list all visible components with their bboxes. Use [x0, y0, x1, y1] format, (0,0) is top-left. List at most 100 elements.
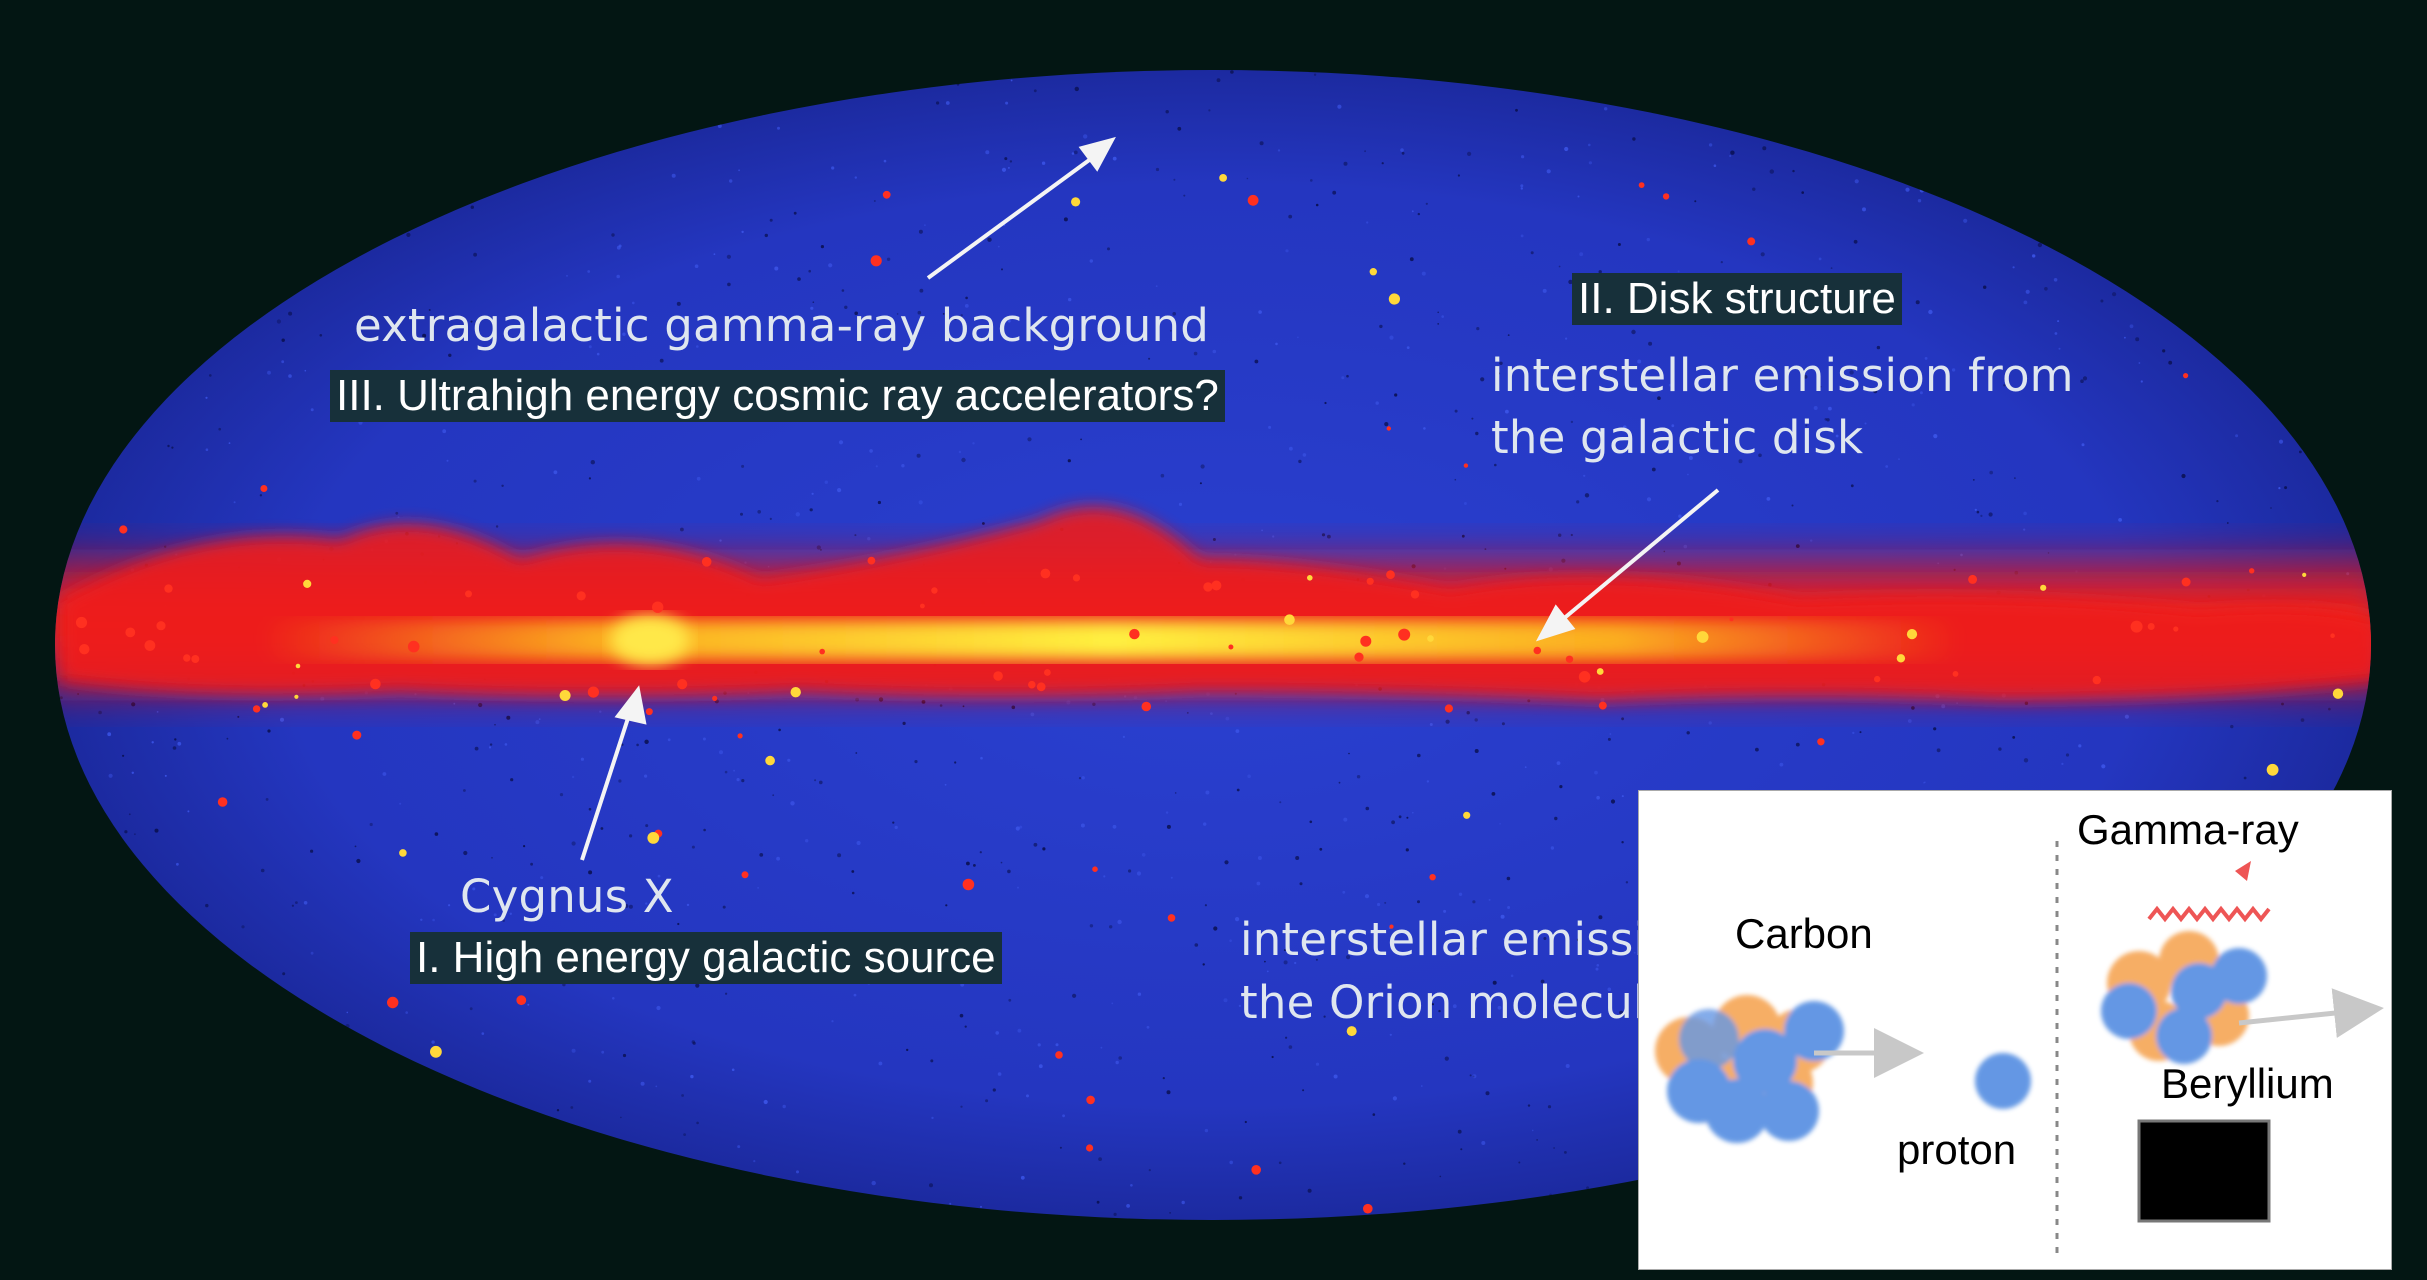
sky-noise-dot: [757, 510, 761, 514]
sky-noise-dot: [1117, 919, 1122, 925]
point-source: [1952, 671, 1959, 677]
sky-noise-dot: [177, 741, 182, 746]
sky-noise-dot: [1285, 1036, 1288, 1039]
sky-noise-dot: [316, 214, 321, 219]
sky-noise-dot: [463, 789, 466, 792]
sky-noise-dot: [958, 450, 962, 454]
section-1-title: I. High energy galactic source: [410, 932, 1002, 984]
sky-noise-dot: [2230, 724, 2234, 729]
sky-noise-dot: [174, 738, 177, 741]
sky-noise-dot: [1266, 970, 1269, 973]
sky-noise-dot: [1229, 939, 1232, 942]
sky-noise-dot: [1463, 502, 1467, 505]
sky-noise-dot: [634, 1191, 639, 1196]
sky-noise-dot: [956, 82, 960, 86]
sky-noise-dot: [844, 305, 848, 309]
sky-noise-dot: [1001, 167, 1007, 172]
sky-noise-dot: [2168, 360, 2173, 365]
sky-noise-dot: [1137, 992, 1142, 996]
sky-noise-dot: [2138, 362, 2141, 364]
sky-noise-dot: [982, 522, 985, 525]
sky-noise-dot: [2303, 414, 2307, 418]
sky-noise-dot: [892, 821, 895, 824]
sky-noise-dot: [1172, 312, 1176, 316]
sky-noise-dot: [1617, 243, 1621, 246]
sky-noise-dot: [1210, 712, 1213, 715]
sky-noise-dot: [309, 1012, 313, 1017]
point-source: [1696, 631, 1709, 643]
sky-noise-dot: [259, 494, 263, 497]
sky-noise-dot: [985, 1099, 989, 1103]
sky-noise-dot: [1540, 979, 1545, 984]
sky-noise-dot: [128, 813, 131, 816]
sky-noise-dot: [1235, 917, 1240, 922]
sky-noise-dot: [2269, 373, 2274, 378]
sky-noise-dot: [1598, 915, 1603, 920]
sky-noise-dot: [741, 779, 745, 783]
sky-noise-dot: [2023, 300, 2028, 305]
sky-noise-dot: [924, 224, 926, 227]
sky-noise-dot: [1955, 167, 1959, 171]
sky-noise-dot: [1203, 822, 1207, 826]
sky-noise-dot: [2196, 96, 2201, 100]
sky-noise-dot: [841, 289, 845, 292]
sky-noise-dot: [1460, 1148, 1463, 1151]
sky-noise-dot: [1366, 221, 1369, 224]
sky-noise-dot: [883, 159, 887, 163]
sky-noise-dot: [2135, 337, 2140, 342]
sky-noise-dot: [1417, 753, 1421, 758]
sky-noise-dot: [1646, 237, 1651, 242]
point-source: [75, 616, 88, 629]
sky-noise-dot: [488, 746, 492, 749]
point-source: [2203, 152, 2209, 158]
sky-noise-dot: [2179, 120, 2183, 124]
sky-noise-dot: [1850, 484, 1854, 488]
sky-noise-dot: [628, 1152, 632, 1156]
sky-noise-dot: [1389, 335, 1394, 340]
sky-noise-dot: [793, 211, 797, 215]
sky-noise-dot: [2286, 98, 2290, 102]
sky-noise-dot: [1162, 1077, 1165, 1080]
sky-noise-dot: [1426, 780, 1430, 783]
sky-noise-dot: [346, 1011, 349, 1014]
point-source: [445, 119, 451, 125]
sky-noise-dot: [1007, 869, 1011, 874]
sky-noise-dot: [777, 126, 780, 130]
point-source: [1360, 635, 1372, 647]
sky-noise-dot: [916, 453, 921, 458]
sky-noise-dot: [966, 861, 970, 866]
sky-noise-dot: [1236, 788, 1240, 792]
sky-noise-dot: [474, 746, 479, 751]
point-source: [1729, 617, 1734, 622]
sky-noise-dot: [309, 1009, 313, 1014]
sky-noise-dot: [1100, 1046, 1103, 1049]
sky-noise-dot: [397, 516, 400, 519]
sky-noise-dot: [1570, 533, 1573, 537]
sky-noise-dot: [2284, 486, 2288, 490]
sky-noise-dot: [1621, 795, 1624, 798]
sky-noise-dot: [2081, 443, 2085, 447]
sky-noise-dot: [1204, 904, 1207, 907]
point-source: [2173, 626, 2179, 632]
sky-noise-dot: [824, 480, 828, 484]
sky-noise-dot: [1019, 825, 1023, 829]
sky-noise-dot: [645, 902, 648, 905]
sky-noise-dot: [2181, 473, 2186, 479]
sky-noise-dot: [502, 919, 505, 922]
sky-noise-dot: [1324, 401, 1327, 405]
sky-noise-dot: [964, 304, 969, 308]
sky-noise-dot: [1202, 963, 1205, 966]
sky-noise-dot: [1078, 777, 1082, 780]
sky-noise-dot: [1542, 288, 1547, 293]
sky-noise-dot: [295, 1137, 299, 1141]
beryllium-motion-arrow: [2238, 988, 2384, 1038]
sky-noise-dot: [1637, 359, 1642, 364]
sky-noise-dot: [2305, 172, 2307, 174]
point-source: [1817, 738, 1825, 746]
sky-noise-dot: [814, 779, 817, 782]
sky-noise-dot: [1205, 790, 1210, 795]
sky-noise-dot: [201, 1121, 206, 1126]
sky-noise-dot: [695, 983, 700, 988]
sky-noise-dot: [2270, 507, 2272, 509]
sky-noise-dot: [1008, 998, 1012, 1002]
